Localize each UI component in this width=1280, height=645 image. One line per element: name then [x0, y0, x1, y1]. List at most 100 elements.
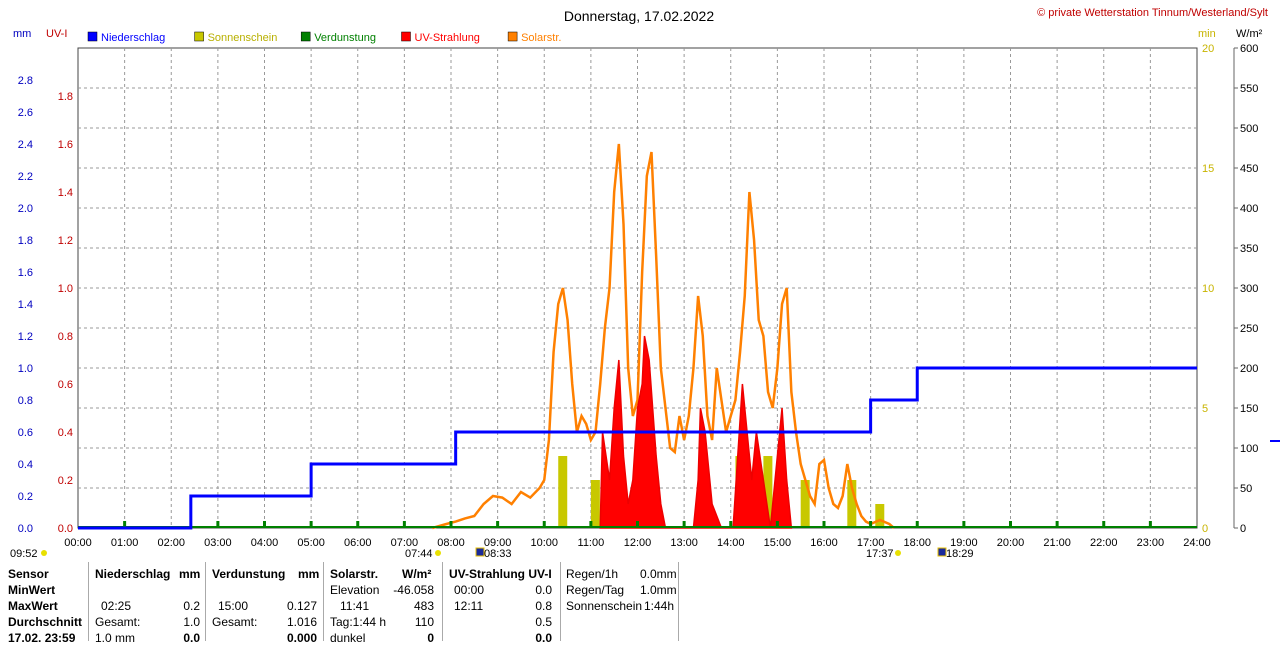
weather-chart: Donnerstag, 17.02.2022 © private Wetters…: [10, 7, 1280, 560]
x-tick-label: 03:00: [204, 537, 232, 549]
cell: 0.127: [286, 599, 317, 613]
cell: 0.0: [183, 631, 200, 645]
y-tick-label-min: 20: [1202, 43, 1214, 55]
legend: Niederschlag Sonnenschein Verdunstung UV-St…: [87, 31, 561, 44]
precipitation-line: [78, 366, 1197, 530]
evaporation-tick: [216, 521, 220, 527]
unit-solar: W/m²: [402, 567, 432, 581]
table-col-niederschlag: Niederschlag mm 02:25 0.2 Gesamt: 1.0 1.0 m…: [95, 567, 200, 645]
y-tick-label-mm: 2.4: [18, 139, 33, 151]
y-tick-label-mm: 0.8: [18, 395, 33, 407]
y-tick-label-wm2: 0: [1240, 523, 1246, 535]
evaporation-tick: [962, 521, 966, 527]
chart-marks: [78, 143, 1197, 530]
cell: 1.0mm: [640, 583, 677, 597]
cell: dunkel: [330, 631, 366, 645]
cell: 02:25: [101, 599, 132, 613]
cell: Regen/1h: [566, 567, 619, 581]
evaporation-tick: [356, 521, 360, 527]
x-tick-label: 24:00: [1183, 537, 1211, 549]
y-tick-label-uvi: 0.6: [58, 379, 73, 391]
cell: -46.058: [393, 583, 434, 597]
x-tick-label: 09:00: [484, 537, 512, 549]
cell: 0.0mm: [640, 567, 677, 581]
cell: 0.0: [535, 583, 552, 597]
evaporation-tick: [1102, 521, 1106, 527]
table-col-verdunstung: Verdunstung mm 15:00 0.127 Gesamt: 1.016 0.…: [212, 567, 319, 645]
legend-label: Verdunstung: [314, 32, 376, 44]
sun-time-label: 18:29: [946, 548, 974, 560]
cell: Regen/Tag: [566, 583, 625, 597]
cell: Gesamt:: [95, 615, 141, 629]
y-tick-label-wm2: 550: [1240, 83, 1258, 95]
header-sensor: Sensor: [8, 567, 49, 581]
y-tick-label-mm: 0.4: [18, 459, 33, 471]
evaporation-tick: [263, 521, 266, 527]
row-label: MaxWert: [8, 599, 58, 613]
x-tick-label: 04:00: [251, 537, 279, 549]
grid: [77, 47, 1198, 529]
legend-label: Solarstr.: [521, 32, 561, 44]
sun-time-label: 07:44: [405, 548, 433, 560]
table-col-summary: Regen/1h 0.0mm Regen/Tag 1.0mm Sonnenschei…: [566, 567, 677, 613]
y-tick-label-mm: 2.8: [18, 75, 33, 87]
y-tick-label-min: 15: [1202, 163, 1214, 175]
axis-label-wm2: W/m²: [1236, 28, 1263, 40]
table-col-solar: Solarstr. W/m² Elevation -46.058 11:41 483 …: [330, 567, 436, 645]
x-tick-label: 10:00: [530, 537, 558, 549]
y-tick-label-wm2: 450: [1240, 163, 1258, 175]
header-verdunstung: Verdunstung: [212, 567, 286, 581]
row-label: 17.02. 23:59: [8, 631, 76, 645]
y-tick-label-wm2: 350: [1240, 243, 1258, 255]
sunshine-bar: [558, 456, 568, 528]
y-tick-label-wm2: 250: [1240, 323, 1258, 335]
chart-title: Donnerstag, 17.02.2022: [564, 8, 714, 24]
sunshine-bar: [875, 504, 885, 528]
x-tick-label: 14:00: [717, 537, 745, 549]
cell: 12:11: [454, 599, 484, 613]
y-tick-label-mm: 1.8: [18, 235, 33, 247]
evaporation-tick: [729, 521, 733, 527]
sun-icon: [475, 547, 485, 557]
x-tick-label: 07:00: [391, 537, 419, 549]
header-solar: Solarstr.: [330, 567, 379, 581]
uv-area: [599, 335, 793, 529]
copyright-text: © private Wetterstation Tinnum/Westerlan…: [1037, 7, 1268, 19]
legend-label: UV-Strahlung: [415, 32, 480, 44]
sun-dot: [435, 550, 441, 556]
x-tick-label: 11:00: [578, 537, 605, 549]
evaporation-tick: [589, 521, 593, 527]
cell: 0.5: [535, 615, 552, 629]
header-niederschlag: Niederschlag: [95, 567, 171, 581]
row-label: Durchschnitt: [8, 615, 83, 629]
y-tick-label-wm2: 300: [1240, 283, 1258, 295]
y-tick-label-wm2: 50: [1240, 483, 1252, 495]
evaporation-tick: [1148, 521, 1152, 527]
y-tick-label-wm2: 600: [1240, 43, 1258, 55]
evaporation-tick: [775, 521, 779, 527]
cell: Elevation: [330, 583, 380, 597]
cell: 1:44h: [644, 599, 675, 613]
x-tick-label: 18:00: [903, 537, 931, 549]
unit-niederschlag: mm: [179, 567, 201, 581]
sunshine-bar: [800, 480, 810, 528]
legend-label: Sonnenschein: [208, 32, 278, 44]
sun-dot: [41, 550, 47, 556]
evaporation-tick: [682, 521, 686, 527]
legend-swatch: [507, 31, 518, 42]
x-tick-label: 16:00: [810, 537, 838, 549]
x-tick-label: 08:00: [437, 537, 465, 549]
x-tick-label: 00:00: [64, 537, 92, 549]
y-tick-label-wm2: 200: [1240, 363, 1258, 375]
axis-label-mm: mm: [13, 28, 31, 40]
cell: Gesamt:: [212, 615, 258, 629]
y-tick-label-min: 0: [1202, 523, 1208, 535]
cell: 0: [427, 631, 434, 645]
evaporation-tick: [822, 521, 826, 527]
y-tick-label-uvi: 1.6: [58, 139, 73, 151]
cell: 1.016: [286, 615, 317, 629]
sun-icon: [937, 547, 947, 557]
evaporation-tick: [636, 521, 639, 527]
y-tick-label-wm2: 400: [1240, 203, 1258, 215]
sun-time-label: 17:37: [866, 548, 894, 560]
